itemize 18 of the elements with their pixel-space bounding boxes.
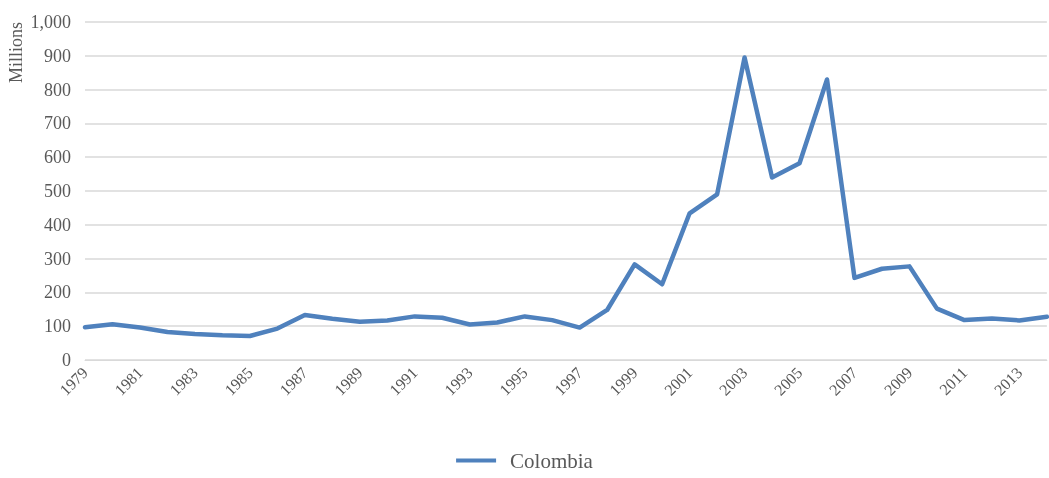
y-tick-label: 700 (44, 113, 71, 134)
y-axis-title: Millions (6, 22, 26, 84)
x-tick-label: 1991 (386, 363, 421, 399)
line-series (82, 55, 1049, 339)
x-tick-label: 1989 (331, 363, 366, 399)
y-tick-label: 900 (44, 45, 71, 66)
y-tick-label: 800 (44, 79, 71, 100)
y-tick-label: 400 (44, 214, 71, 235)
y-tick-label: 500 (44, 181, 71, 201)
x-tick-label: 1999 (606, 363, 641, 399)
y-tick-label: 200 (44, 282, 71, 303)
y-tick-label: 100 (44, 316, 71, 337)
x-tick-label: 1993 (441, 363, 476, 399)
y-tick-label: 600 (44, 147, 71, 168)
y-tick-label: 1,000 (30, 12, 71, 32)
legend-label: Colombia (510, 448, 594, 473)
y-tick-label: 300 (44, 248, 71, 269)
y-tick-label: 0 (62, 350, 71, 370)
